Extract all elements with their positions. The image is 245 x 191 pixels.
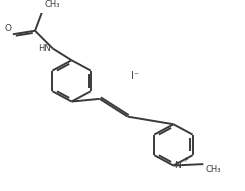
Text: CH₃: CH₃ <box>206 165 221 174</box>
Text: N: N <box>174 161 181 170</box>
Text: I⁻: I⁻ <box>131 71 139 81</box>
Text: CH₃: CH₃ <box>45 0 61 9</box>
Text: O: O <box>5 24 12 33</box>
Text: +: + <box>183 157 189 163</box>
Text: HN: HN <box>38 44 50 53</box>
